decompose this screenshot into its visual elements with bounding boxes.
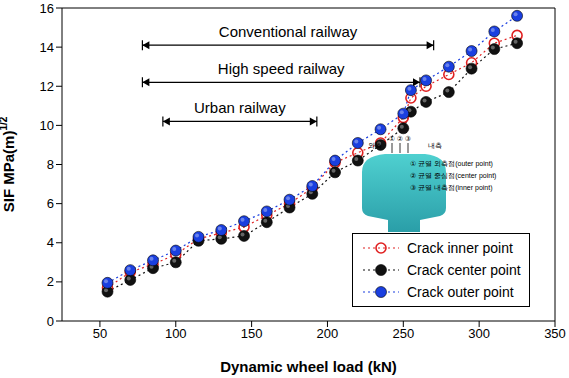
svg-text:16: 16	[40, 1, 54, 16]
svg-text:내측: 내측	[428, 142, 442, 150]
svg-text:100: 100	[165, 326, 187, 341]
svg-text:외측: 외측	[368, 142, 382, 150]
svg-text:②: ②	[397, 135, 403, 142]
svg-text:150: 150	[241, 326, 263, 341]
svg-text:250: 250	[392, 326, 414, 341]
svg-text:10: 10	[40, 118, 54, 133]
svg-text:300: 300	[468, 326, 490, 341]
svg-text:2: 2	[47, 274, 54, 289]
svg-text:14: 14	[40, 40, 54, 55]
svg-text:4: 4	[47, 235, 54, 250]
svg-text:③: ③	[405, 135, 411, 142]
svg-text:6: 6	[47, 196, 54, 211]
svg-text:Conventional railway: Conventional railway	[219, 23, 358, 40]
svg-text:Urban railway: Urban railway	[194, 99, 286, 116]
svg-text:② 균열 중심점(center point): ② 균열 중심점(center point)	[410, 172, 496, 180]
svg-text:③ 균열 내측점(inner point): ③ 균열 내측점(inner point)	[410, 184, 493, 192]
svg-text:350: 350	[544, 326, 561, 341]
svg-text:0: 0	[47, 314, 54, 329]
svg-text:SIF MPa(m)1/2: SIF MPa(m)1/2	[8, 116, 17, 212]
svg-text:High speed railway: High speed railway	[218, 60, 345, 77]
svg-text:200: 200	[317, 326, 339, 341]
html-text:Crack inner point: Crack inner point	[407, 240, 513, 256]
html-text:Crack center point: Crack center point	[407, 262, 521, 278]
html-text:Crack outer point: Crack outer point	[407, 284, 514, 300]
svg-text:8: 8	[47, 157, 54, 172]
svg-text:①: ①	[389, 135, 395, 142]
svg-text:12: 12	[40, 79, 54, 94]
svg-text:50: 50	[93, 326, 107, 341]
svg-text:① 균열 외측점(outer point): ① 균열 외측점(outer point)	[410, 160, 493, 168]
svg-text:Dynamic wheel load (kN): Dynamic wheel load (kN)	[220, 358, 397, 375]
